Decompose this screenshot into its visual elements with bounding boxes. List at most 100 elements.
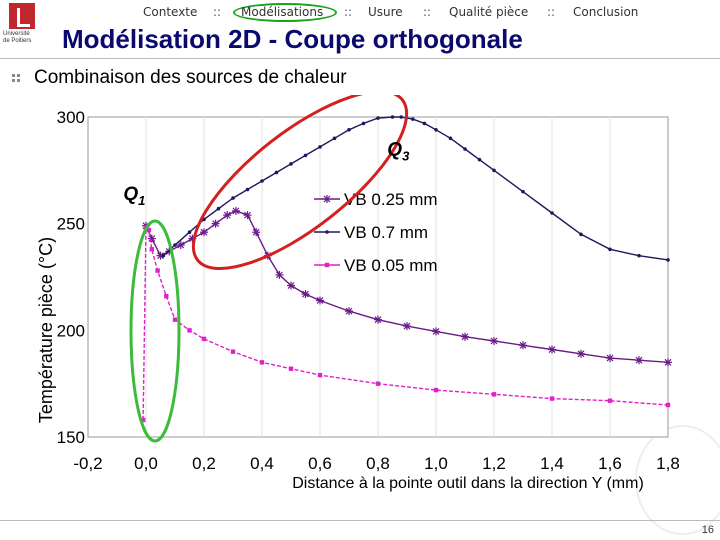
square-marker xyxy=(491,392,497,397)
square-marker xyxy=(230,349,236,354)
series-vb-0-05-mm xyxy=(140,225,671,423)
dot-marker xyxy=(448,136,453,141)
dot-marker xyxy=(216,206,221,211)
star-marker xyxy=(211,219,220,228)
star-marker xyxy=(223,211,232,220)
x-tick-label: 0,4 xyxy=(250,454,274,473)
star-marker xyxy=(231,206,240,215)
star-marker xyxy=(432,327,440,336)
dot-marker xyxy=(376,116,380,120)
dot-marker xyxy=(289,162,293,166)
chart-series xyxy=(140,115,672,423)
x-tick-label: 1,4 xyxy=(540,454,564,473)
nav-active-highlight xyxy=(233,3,337,22)
star-marker xyxy=(252,228,261,237)
nav-separator: :: xyxy=(423,5,432,19)
dot-marker xyxy=(231,196,235,200)
star-marker xyxy=(664,358,672,367)
dot-marker xyxy=(637,253,641,258)
square-marker xyxy=(324,262,330,268)
dot-marker xyxy=(173,243,177,247)
title-divider xyxy=(0,58,720,59)
slide-subtitle: Combinaison des sources de chaleur xyxy=(34,67,347,88)
legend-entry: VB 0.05 mm xyxy=(314,256,438,275)
star-marker xyxy=(345,307,353,316)
square-marker xyxy=(149,247,154,252)
y-tick-label: 300 xyxy=(57,108,85,127)
dot-marker xyxy=(411,117,415,121)
square-marker xyxy=(146,227,152,233)
dot-marker xyxy=(332,136,337,141)
square-marker xyxy=(140,417,146,423)
x-tick-label: 0,0 xyxy=(134,454,158,473)
square-marker xyxy=(549,396,555,401)
nav-separator: :: xyxy=(344,5,353,19)
x-tick-label: -0,2 xyxy=(73,454,102,473)
star-marker xyxy=(577,349,585,358)
crest-icon xyxy=(9,3,35,29)
q3-highlight-ellipse xyxy=(191,95,409,271)
star-marker xyxy=(519,341,527,350)
x-tick-label: 0,8 xyxy=(366,454,390,473)
footer-divider xyxy=(0,520,720,521)
star-marker xyxy=(176,241,185,249)
dot-marker xyxy=(361,121,366,126)
star-marker xyxy=(287,281,295,290)
legend-label: VB 0.05 mm xyxy=(344,256,438,275)
dot-marker xyxy=(245,187,250,192)
y-tick-label: 200 xyxy=(57,321,85,340)
dot-marker xyxy=(666,258,670,262)
square-marker xyxy=(259,360,265,365)
dot-marker xyxy=(303,153,308,158)
star-marker xyxy=(490,337,498,345)
series-vb-0-25-mm xyxy=(142,206,672,367)
nav-separator: :: xyxy=(547,5,556,19)
star-marker xyxy=(301,290,310,299)
square-marker xyxy=(665,402,671,408)
x-tick-label: 0,2 xyxy=(192,454,216,473)
dot-marker xyxy=(399,115,404,119)
university-logo: Université de Poitiers xyxy=(3,3,41,49)
dot-marker xyxy=(422,121,427,126)
square-marker xyxy=(155,268,160,273)
dot-marker xyxy=(477,157,482,162)
nav-separator: :: xyxy=(213,5,222,19)
square-marker xyxy=(187,328,192,333)
legend-label: VB 0.7 mm xyxy=(344,223,428,242)
x-tick-label: 0,6 xyxy=(308,454,332,473)
nav-item-usure[interactable]: Usure xyxy=(368,5,403,19)
square-marker xyxy=(433,387,439,393)
dot-marker xyxy=(550,211,554,215)
star-marker xyxy=(403,322,411,331)
dot-marker xyxy=(579,232,583,237)
square-marker xyxy=(607,398,613,403)
square-marker xyxy=(172,317,178,322)
slide-title: Modélisation 2D - Coupe orthogonale xyxy=(62,24,523,54)
legend-entry: VB 0.7 mm xyxy=(314,223,428,242)
star-marker xyxy=(548,345,556,354)
university-name-line2: de Poitiers xyxy=(3,38,32,44)
dot-marker xyxy=(608,247,612,252)
square-marker xyxy=(375,381,381,386)
star-marker xyxy=(243,211,252,220)
square-marker xyxy=(164,294,169,299)
star-marker xyxy=(374,315,382,324)
dot-marker xyxy=(187,230,192,234)
nav-item-modelisations[interactable]: Modélisations xyxy=(241,5,324,19)
y-axis-label: Température pièce (°C) xyxy=(36,237,56,423)
annotation-subscript: 3 xyxy=(402,148,410,163)
dot-marker xyxy=(274,170,279,175)
nav-item-contexte[interactable]: Contexte xyxy=(143,5,198,19)
university-seal-watermark xyxy=(635,425,720,535)
dot-marker xyxy=(347,128,351,132)
university-name: Université de Poitiers xyxy=(3,31,43,45)
nav-item-conclusion[interactable]: Conclusion xyxy=(573,5,639,19)
nav-item-qualite-piece[interactable]: Qualité pièce xyxy=(449,5,529,19)
star-marker xyxy=(200,228,208,237)
square-marker xyxy=(317,372,323,378)
square-marker xyxy=(288,366,294,371)
dot-marker xyxy=(463,147,467,151)
annotation-subscript: 1 xyxy=(138,193,145,208)
legend-label: VB 0.25 mm xyxy=(344,190,438,209)
star-marker xyxy=(316,296,324,305)
